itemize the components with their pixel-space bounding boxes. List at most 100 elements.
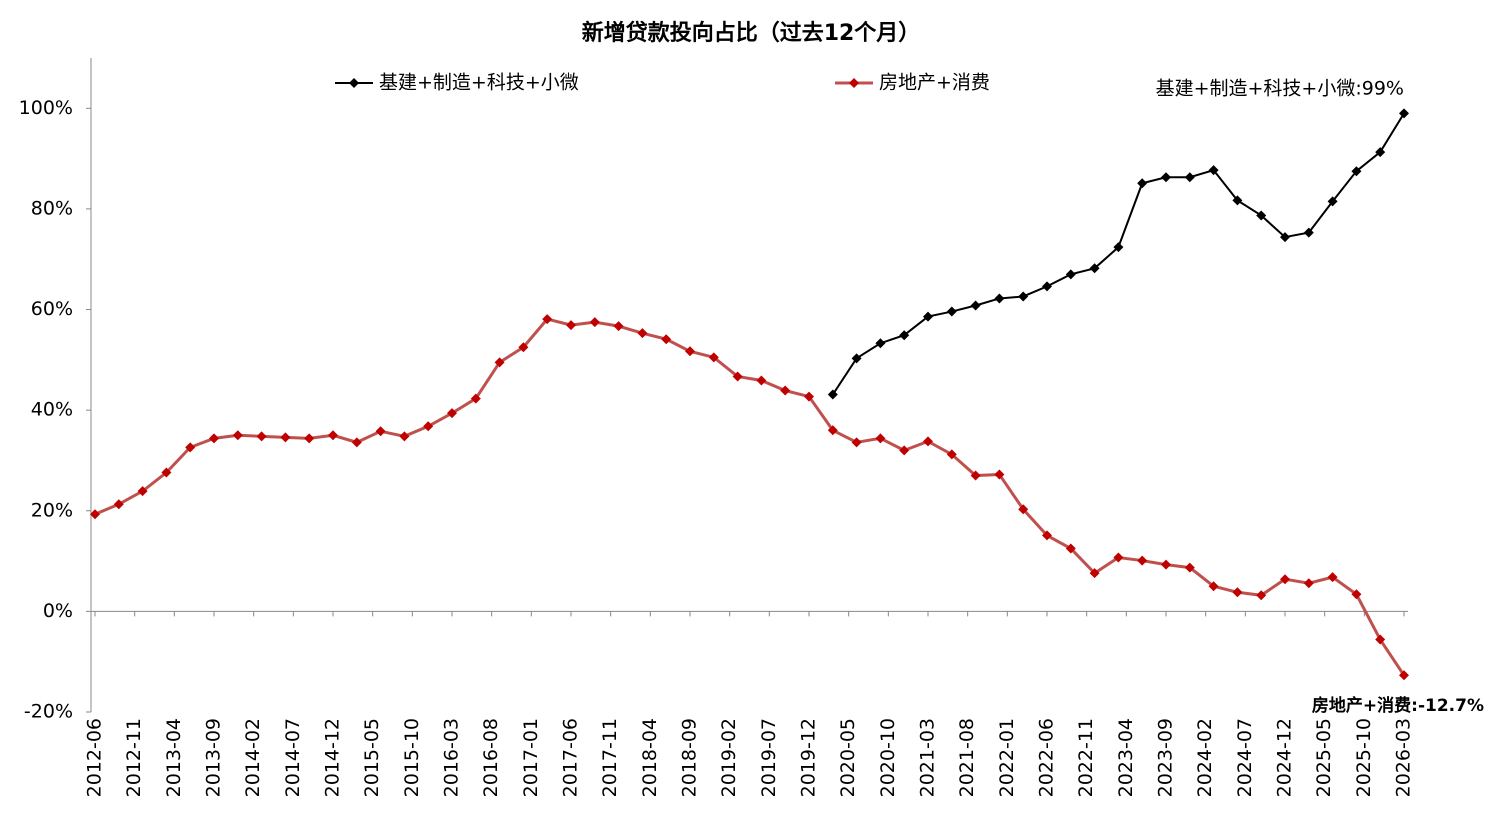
data-point [280,432,291,443]
data-point [970,300,981,311]
x-tick-label: 2025-05 [1313,718,1335,797]
x-tick-label: 2020-10 [877,718,899,797]
x-tick-label: 2023-09 [1155,718,1177,797]
data-point [375,426,386,437]
legend-marker [849,78,859,88]
x-tick-label: 2022-06 [1036,718,1058,797]
x-tick-label: 2016-08 [480,718,502,797]
data-point [1065,543,1076,554]
data-point [1375,147,1386,158]
x-tick-label: 2021-08 [956,718,978,797]
y-tick-label: 80% [31,197,73,219]
data-point [1184,562,1195,573]
x-tick-label: 2017-06 [560,718,582,797]
y-tick-label: 40% [31,399,73,421]
x-tick-label: 2026-03 [1393,718,1415,797]
data-point [875,433,886,444]
data-point [518,342,529,353]
legend-label: 基建+制造+科技+小微 [379,72,579,94]
series-line [831,112,1405,396]
x-tick-label: 2022-01 [996,718,1018,797]
data-point [1137,178,1148,189]
data-point [1184,172,1195,183]
x-tick-label: 2019-07 [758,718,780,797]
y-tick-label: 100% [19,97,73,119]
data-point [1042,281,1052,292]
data-point [946,306,957,317]
data-point [851,437,862,448]
data-point [1303,227,1314,238]
data-point [1256,210,1267,221]
data-point [756,375,767,386]
data-point [137,486,148,497]
data-point [328,430,338,441]
x-tick-label: 2021-03 [917,718,939,797]
data-point [1375,634,1386,645]
data-point [185,442,196,453]
x-tick-label: 2012-11 [123,718,145,797]
data-point [113,499,124,510]
series-line [94,317,1406,677]
data-point [1113,242,1124,253]
data-point [685,346,695,357]
data-point [804,391,814,402]
data-point [423,421,434,432]
x-tick-label: 2022-11 [1075,718,1097,797]
y-tick-label: 20% [31,499,73,521]
data-point [732,371,743,382]
x-tick-label: 2024-02 [1194,718,1216,797]
annotation: 基建+制造+科技+小微:99% [1156,78,1404,100]
data-point [970,470,981,481]
data-point [899,445,910,456]
data-point [1327,572,1338,583]
data-point [1327,196,1338,207]
data-point [209,433,219,444]
data-point [1232,587,1243,598]
chart-title: 新增贷款投向占比（过去12个月） [582,20,921,46]
data-point [1399,670,1409,681]
data-point [1303,578,1314,589]
data-point [851,353,862,364]
x-tick-label: 2017-01 [520,718,542,797]
data-point [1208,165,1219,176]
data-point [304,433,315,444]
data-point [1399,108,1409,119]
y-tick-label: 60% [31,298,73,320]
y-tick-label: -20% [24,701,73,723]
data-point [256,431,267,442]
x-tick-label: 2015-05 [361,718,383,797]
data-point [946,449,957,460]
data-point [899,330,910,341]
legend-marker [349,78,359,88]
x-tick-label: 2013-09 [203,718,225,797]
legend-label: 房地产+消费 [879,72,990,94]
data-point [827,389,838,400]
data-point [1089,263,1100,274]
x-tick-label: 2014-07 [282,718,304,797]
data-point [661,334,672,345]
x-tick-label: 2013-04 [163,718,185,797]
x-tick-label: 2016-03 [441,718,463,797]
data-point [351,437,362,448]
x-tick-label: 2019-12 [798,718,820,797]
data-point [1018,504,1029,515]
data-point [566,320,576,331]
x-tick-label: 2023-04 [1115,718,1137,797]
y-tick-label: 0% [43,600,73,622]
x-tick-label: 2017-11 [599,718,621,797]
data-point [1232,195,1243,206]
x-tick-label: 2018-09 [679,718,701,797]
data-point [232,430,243,441]
data-point [1018,291,1029,302]
data-point [90,509,100,520]
data-point [875,338,886,349]
data-point [447,408,457,419]
data-point [1351,166,1362,177]
data-point [923,436,933,447]
x-tick-label: 2018-04 [639,718,661,797]
annotation: 房地产+消费:-12.7% [1312,695,1484,716]
data-point [827,425,838,436]
x-tick-label: 2012-06 [84,718,106,797]
data-point [1208,581,1219,592]
